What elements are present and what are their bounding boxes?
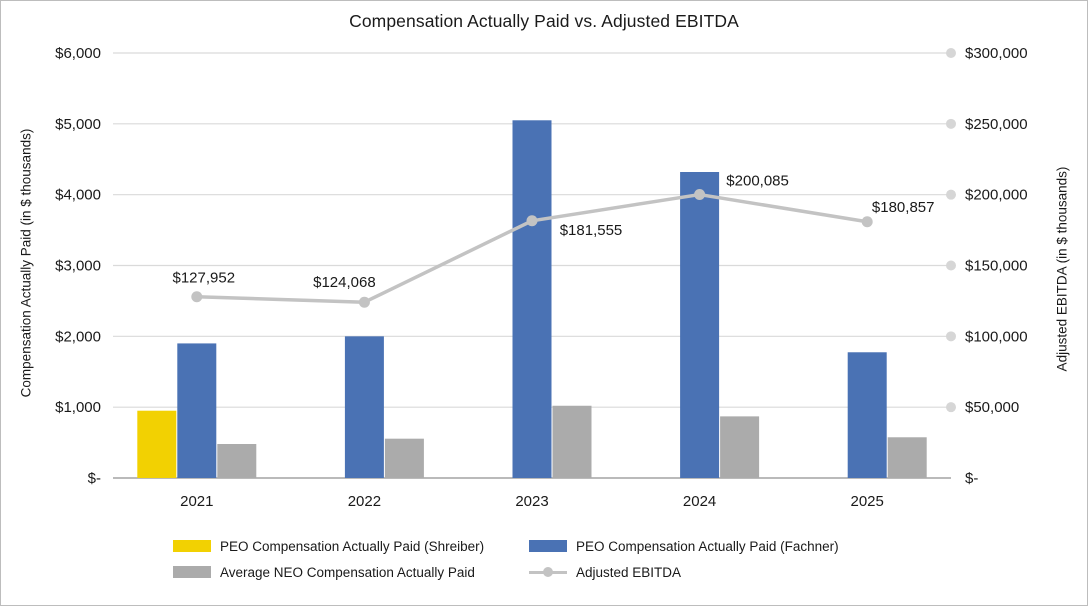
legend-item-avg-neo: Average NEO Compensation Actually Paid bbox=[173, 564, 475, 580]
left-axis-tick: $4,000 bbox=[55, 187, 101, 204]
legend-label: PEO Compensation Actually Paid (Shreiber… bbox=[220, 538, 485, 554]
left-axis-tick: $6,000 bbox=[55, 45, 101, 62]
bar bbox=[680, 172, 720, 478]
legend-label: Adjusted EBITDA bbox=[576, 564, 682, 580]
bar bbox=[720, 416, 760, 478]
x-axis-category-label: 2022 bbox=[348, 493, 381, 510]
bar bbox=[512, 120, 552, 479]
legend-label: Average NEO Compensation Actually Paid bbox=[220, 564, 475, 580]
legend-item-adjusted-ebitda: Adjusted EBITDA bbox=[529, 564, 681, 580]
right-axis-tick: $100,000 bbox=[965, 328, 1028, 345]
legend-item-peo-fachner: PEO Compensation Actually Paid (Fachner) bbox=[529, 538, 839, 554]
bar bbox=[217, 444, 257, 478]
x-axis-category-label: 2023 bbox=[515, 493, 548, 510]
gridline-end-dot bbox=[946, 118, 956, 129]
left-axis-tick: $2,000 bbox=[55, 328, 101, 345]
legend-line-marker-icon bbox=[529, 566, 567, 578]
x-axis-category-label: 2021 bbox=[180, 493, 213, 510]
right-axis-tick: $- bbox=[965, 470, 978, 487]
left-axis-tick: $1,000 bbox=[55, 399, 101, 416]
line-data-label: $124,068 bbox=[313, 274, 376, 291]
right-axis-tick: $50,000 bbox=[965, 399, 1019, 416]
left-axis-tick: $- bbox=[88, 470, 101, 487]
legend-label: PEO Compensation Actually Paid (Fachner) bbox=[576, 538, 839, 554]
line-data-label: $180,857 bbox=[872, 199, 935, 216]
chart-title: Compensation Actually Paid vs. Adjusted … bbox=[349, 11, 739, 31]
line-data-label: $200,085 bbox=[726, 173, 789, 190]
line-data-label: $127,952 bbox=[173, 270, 236, 287]
line-marker bbox=[694, 189, 706, 201]
x-axis-category-label: 2024 bbox=[683, 493, 716, 510]
line-marker bbox=[861, 216, 873, 228]
bar bbox=[137, 410, 177, 478]
bars bbox=[137, 120, 927, 479]
x-axis-category-label: 2025 bbox=[851, 493, 884, 510]
left-axis-tick: $3,000 bbox=[55, 258, 101, 275]
legend-swatch-blue bbox=[529, 540, 567, 552]
line-data-label: $181,555 bbox=[560, 222, 623, 239]
legend-swatch-yellow bbox=[173, 540, 211, 552]
right-axis-tick: $150,000 bbox=[965, 258, 1028, 275]
gridline-end-dot bbox=[946, 48, 956, 58]
gridline-end-dot bbox=[946, 402, 956, 413]
gridline-end-dot bbox=[946, 260, 956, 271]
gridline-end-dot bbox=[946, 189, 956, 200]
bar bbox=[344, 336, 384, 478]
right-axis-tick: $250,000 bbox=[965, 116, 1028, 133]
right-axis-tick: $300,000 bbox=[965, 45, 1028, 62]
right-axis-tick: $200,000 bbox=[965, 187, 1028, 204]
bar bbox=[384, 438, 424, 478]
legend-item-peo-shreiber: PEO Compensation Actually Paid (Shreiber… bbox=[173, 538, 484, 554]
bar bbox=[177, 343, 217, 478]
bar bbox=[552, 405, 592, 478]
line-marker bbox=[191, 291, 203, 303]
gridline-end-dot bbox=[946, 331, 956, 342]
bar bbox=[887, 437, 927, 478]
legend-swatch-gray bbox=[173, 566, 211, 578]
line-marker bbox=[358, 296, 370, 308]
line-marker bbox=[526, 215, 538, 227]
bar bbox=[847, 352, 887, 478]
left-axis-tick: $5,000 bbox=[55, 116, 101, 133]
